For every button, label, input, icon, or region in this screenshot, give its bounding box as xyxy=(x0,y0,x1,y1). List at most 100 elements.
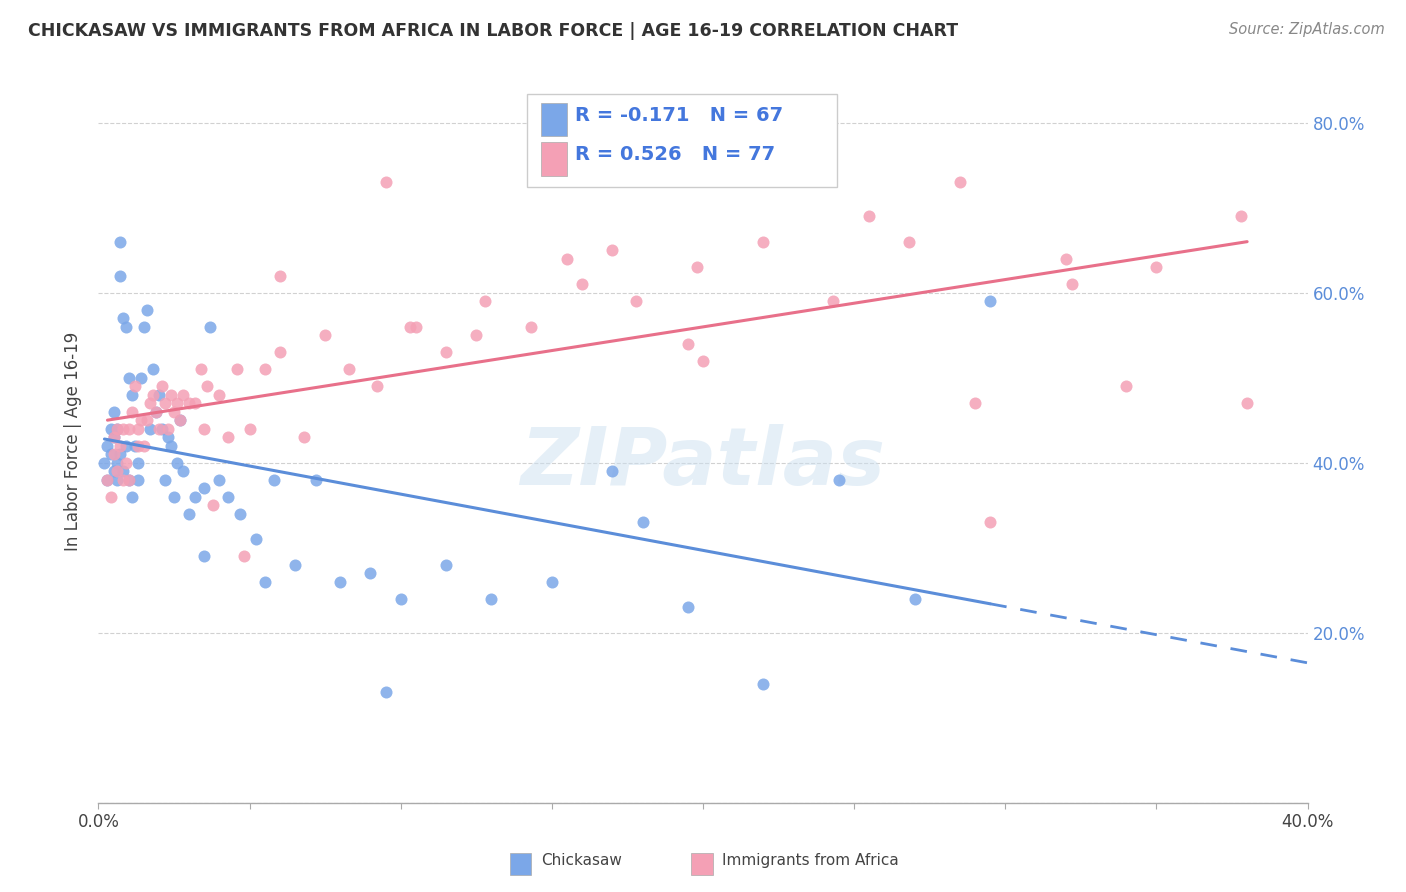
Point xyxy=(103,464,125,478)
Point xyxy=(111,464,134,478)
Point xyxy=(626,294,648,309)
Point xyxy=(118,473,141,487)
Point xyxy=(821,294,844,309)
Point xyxy=(1236,396,1258,410)
Point xyxy=(160,439,183,453)
Point xyxy=(142,388,165,402)
Point xyxy=(253,362,276,376)
Point xyxy=(202,498,225,512)
Text: Chickasaw: Chickasaw xyxy=(541,853,621,868)
Point xyxy=(169,413,191,427)
Point xyxy=(135,302,157,317)
Point xyxy=(200,319,222,334)
Point xyxy=(481,591,503,606)
Point xyxy=(1054,252,1077,266)
FancyBboxPatch shape xyxy=(690,854,713,875)
Point xyxy=(374,685,396,699)
Point xyxy=(150,422,173,436)
Point xyxy=(108,439,131,453)
Point xyxy=(858,209,880,223)
Point xyxy=(172,464,194,478)
Point xyxy=(904,591,927,606)
Point xyxy=(269,268,291,283)
Point xyxy=(229,507,252,521)
Point xyxy=(979,516,1001,530)
Text: Source: ZipAtlas.com: Source: ZipAtlas.com xyxy=(1229,22,1385,37)
Point xyxy=(103,430,125,444)
Point xyxy=(100,422,122,436)
Point xyxy=(193,549,215,564)
Point xyxy=(752,235,775,249)
Point xyxy=(100,447,122,461)
Point xyxy=(208,473,231,487)
Point xyxy=(676,600,699,615)
Point xyxy=(305,473,328,487)
Text: R = 0.526   N = 77: R = 0.526 N = 77 xyxy=(575,145,775,164)
Point xyxy=(153,396,176,410)
Point xyxy=(108,268,131,283)
Point xyxy=(118,473,141,487)
Point xyxy=(114,319,136,334)
Point xyxy=(465,328,488,343)
Point xyxy=(127,473,149,487)
Point xyxy=(366,379,388,393)
Point xyxy=(111,422,134,436)
Point xyxy=(828,473,851,487)
Point xyxy=(124,439,146,453)
Point xyxy=(114,456,136,470)
Text: Immigrants from Africa: Immigrants from Africa xyxy=(723,853,898,868)
Point xyxy=(118,422,141,436)
Point xyxy=(329,574,352,589)
Point xyxy=(163,490,186,504)
Point xyxy=(519,319,541,334)
Point xyxy=(184,396,207,410)
Point xyxy=(631,516,654,530)
Point xyxy=(555,252,578,266)
Point xyxy=(103,430,125,444)
Point xyxy=(132,319,155,334)
Point xyxy=(103,405,125,419)
Point xyxy=(160,388,183,402)
Point xyxy=(474,294,496,309)
Point xyxy=(253,574,276,589)
Point xyxy=(232,549,254,564)
Point xyxy=(752,677,775,691)
Point xyxy=(405,319,427,334)
Point xyxy=(166,396,188,410)
Point xyxy=(100,490,122,504)
Point xyxy=(105,422,128,436)
Point xyxy=(686,260,709,275)
Point xyxy=(571,277,593,292)
Point xyxy=(105,473,128,487)
Point xyxy=(111,473,134,487)
Point xyxy=(434,558,457,572)
Point xyxy=(179,507,201,521)
Point xyxy=(103,447,125,461)
Point xyxy=(148,422,170,436)
Point xyxy=(602,464,624,478)
Point xyxy=(897,235,920,249)
Point xyxy=(121,388,143,402)
Point xyxy=(195,379,218,393)
Point xyxy=(114,439,136,453)
Point xyxy=(127,456,149,470)
Point xyxy=(193,481,215,495)
Point xyxy=(150,379,173,393)
Point xyxy=(1230,209,1253,223)
Point xyxy=(156,430,179,444)
Point xyxy=(692,353,714,368)
Point xyxy=(269,345,291,359)
Text: ZIPatlas: ZIPatlas xyxy=(520,425,886,502)
Point xyxy=(226,362,249,376)
Point xyxy=(292,430,315,444)
Point xyxy=(1115,379,1137,393)
Point xyxy=(398,319,420,334)
Point xyxy=(217,490,239,504)
Y-axis label: In Labor Force | Age 16-19: In Labor Force | Age 16-19 xyxy=(65,332,83,551)
Point xyxy=(193,422,215,436)
Point xyxy=(337,362,360,376)
Point xyxy=(121,405,143,419)
Point xyxy=(314,328,336,343)
Point xyxy=(105,422,128,436)
Point xyxy=(156,422,179,436)
